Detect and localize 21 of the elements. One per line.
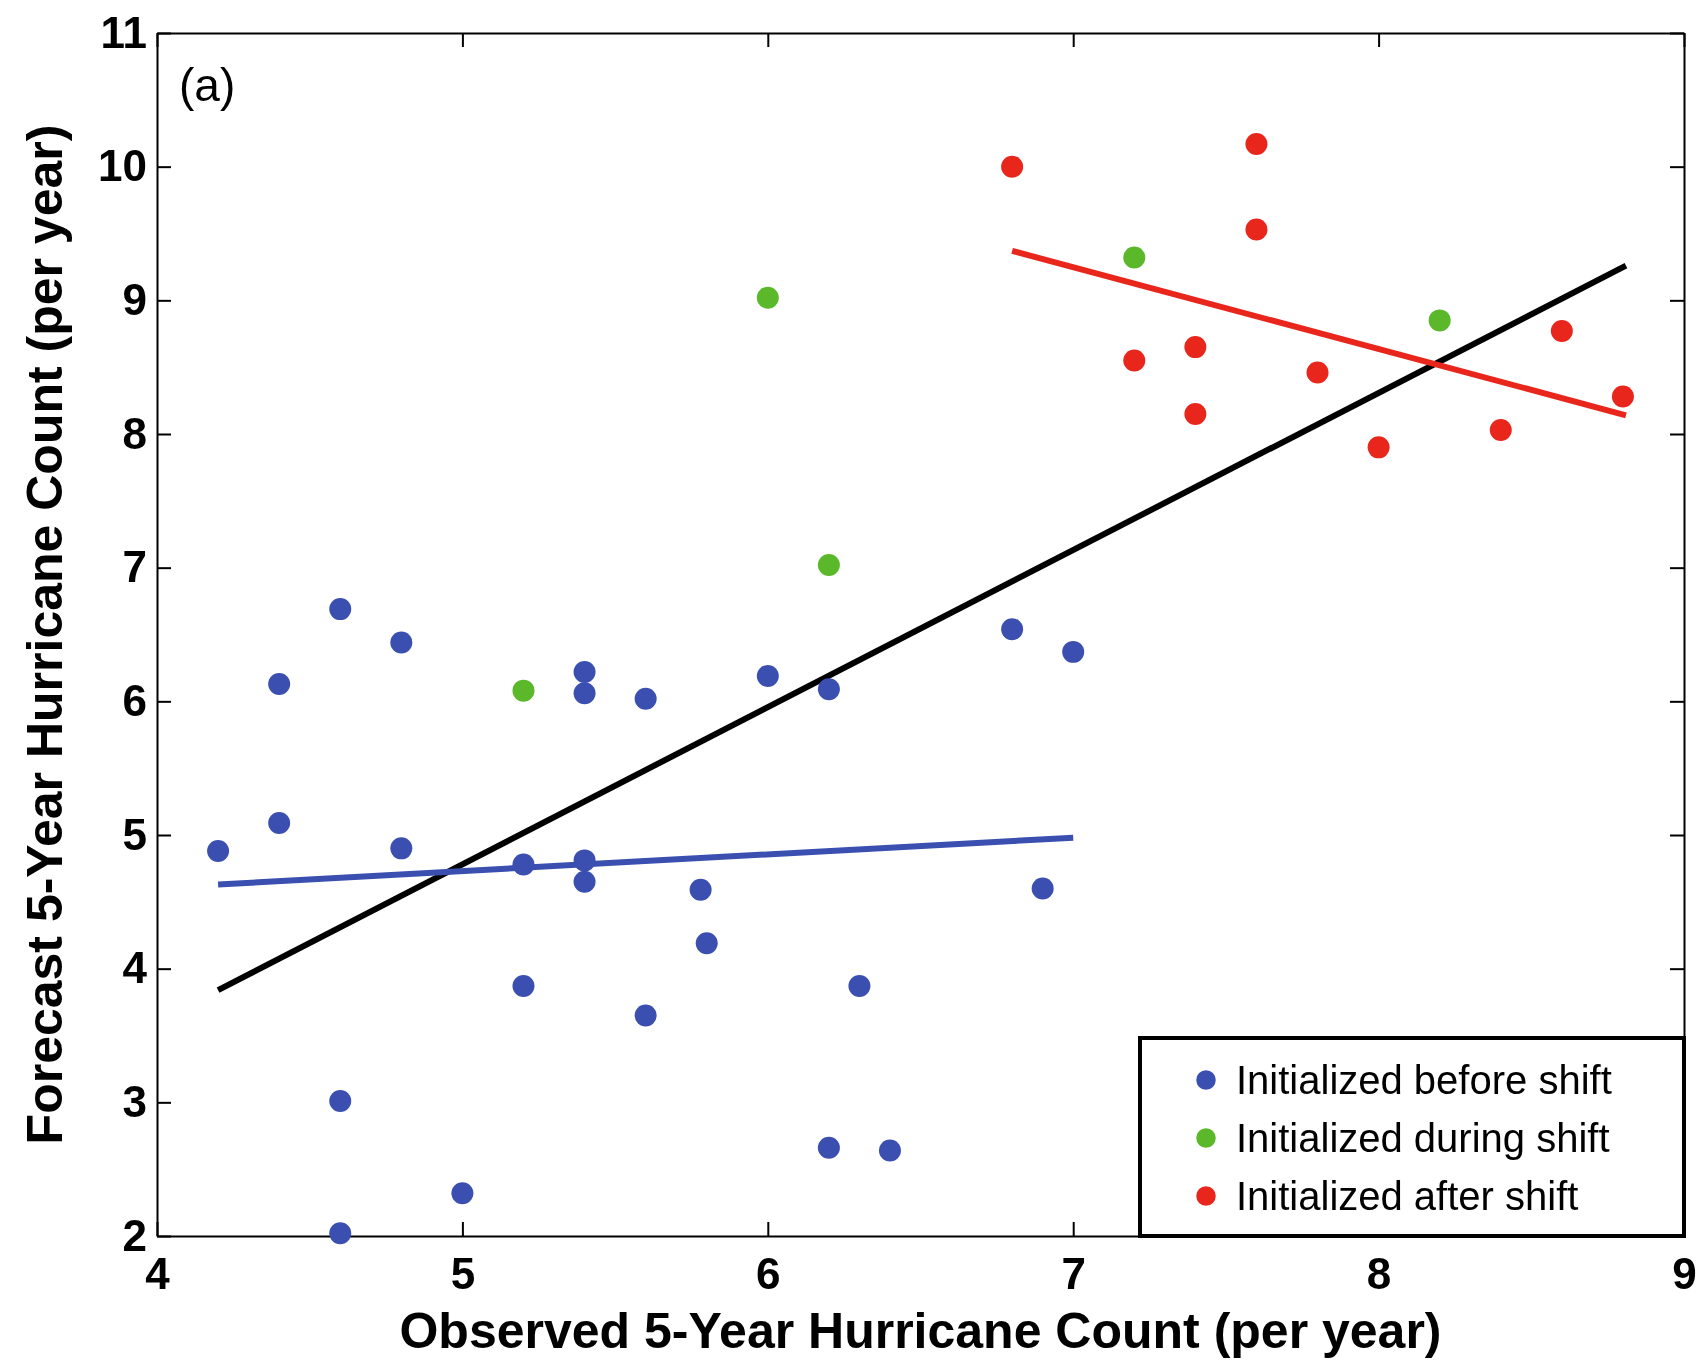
x-axis-title: Observed 5-Year Hurricane Count (per year) (399, 1303, 1442, 1359)
x-tick-label: 7 (1061, 1249, 1086, 1299)
x-tick-label: 9 (1672, 1249, 1697, 1299)
y-tick-label: 9 (122, 274, 147, 324)
y-tick-label: 6 (122, 675, 147, 725)
x-tick-label: 5 (450, 1249, 476, 1299)
y-tick-label: 10 (98, 141, 147, 191)
legend-label: Initialized after shift (1236, 1174, 1579, 1218)
y-tick-label: 7 (122, 542, 147, 592)
y-tick-label: 2 (122, 1210, 147, 1260)
annotation: (a) (179, 59, 236, 111)
y-tick-label: 11 (100, 7, 147, 57)
legend-label: Initialized during shift (1236, 1116, 1610, 1160)
y-tick-label: 3 (122, 1076, 147, 1126)
y-tick-label: 8 (122, 408, 147, 458)
y-axis-title: Forecast 5-Year Hurricane Count (per year) (17, 124, 73, 1145)
y-tick-label: 4 (122, 943, 148, 993)
x-tick-label: 8 (1366, 1249, 1392, 1299)
y-tick-label: 5 (122, 809, 147, 859)
x-tick-label: 6 (756, 1249, 781, 1299)
legend-label: Initialized before shift (1236, 1058, 1612, 1102)
